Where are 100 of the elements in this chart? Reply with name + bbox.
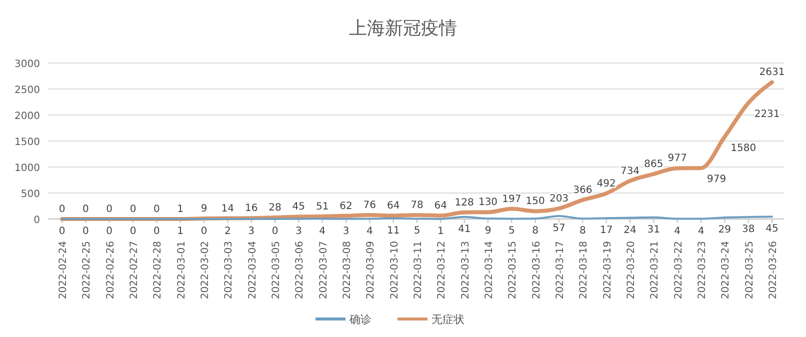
data-label: 130 <box>478 197 498 208</box>
x-tick-label: 2022-03-05 <box>271 241 282 300</box>
x-tick-label: 2022-02-26 <box>105 241 116 300</box>
data-label: 0 <box>58 226 66 237</box>
legend-label: 无症状 <box>432 313 464 326</box>
data-label: 3 <box>295 226 302 237</box>
data-label: 4 <box>674 226 681 237</box>
x-tick-label: 2022-02-25 <box>82 241 93 300</box>
data-label: 4 <box>319 226 326 237</box>
y-tick-label: 500 <box>20 189 40 200</box>
data-label: 0 <box>82 204 89 215</box>
x-tick-label: 2022-03-16 <box>531 241 542 300</box>
x-tick-label: 2022-02-28 <box>152 241 164 300</box>
x-tick-label: 2022-03-17 <box>555 241 566 300</box>
data-label: 2 <box>224 226 231 237</box>
data-label: 128 <box>454 197 474 208</box>
x-tick-label: 2022-03-18 <box>578 241 590 300</box>
data-label: 0 <box>106 226 113 237</box>
data-label: 8 <box>532 226 539 237</box>
data-label: 51 <box>316 201 329 212</box>
data-label: 3 <box>342 226 350 237</box>
x-tick-label: 2022-02-27 <box>129 241 140 300</box>
x-tick-label: 2022-03-26 <box>768 241 779 300</box>
x-tick-label: 2022-03-11 <box>413 241 424 300</box>
data-label: 203 <box>549 193 569 204</box>
x-tick-label: 2022-03-13 <box>460 241 472 300</box>
data-label: 24 <box>624 224 636 236</box>
x-tick-label: 2022-03-10 <box>389 241 400 300</box>
x-tick-label: 2022-03-22 <box>673 241 684 300</box>
data-label: 16 <box>244 203 258 214</box>
data-label: 979 <box>707 174 726 186</box>
data-label: 0 <box>82 226 89 237</box>
data-label: 0 <box>153 204 160 215</box>
data-label: 1 <box>177 204 184 215</box>
data-label: 38 <box>742 224 755 236</box>
data-label: 977 <box>668 153 687 164</box>
y-tick-label: 2500 <box>14 85 40 96</box>
data-label: 29 <box>718 224 732 236</box>
data-label: 78 <box>410 200 424 211</box>
x-tick-label: 2022-03-15 <box>508 241 519 300</box>
data-label: 734 <box>620 166 640 177</box>
x-tick-label: 2022-03-25 <box>744 241 756 300</box>
data-label: 45 <box>292 202 306 213</box>
data-label: 62 <box>340 200 352 212</box>
x-tick-label: 2022-03-07 <box>318 241 330 300</box>
data-label: 4 <box>366 226 373 237</box>
legend-label: 确诊 <box>348 313 372 326</box>
data-label: 45 <box>766 224 778 235</box>
x-tick-label: 2022-03-12 <box>436 241 448 300</box>
data-label: 0 <box>106 204 113 215</box>
data-label: 41 <box>458 224 471 235</box>
y-tick-label: 2000 <box>14 111 40 122</box>
data-label: 11 <box>386 225 400 236</box>
data-label: 366 <box>573 184 592 196</box>
data-label: 2631 <box>759 67 785 78</box>
data-label: 28 <box>268 202 282 214</box>
y-tick-label: 3000 <box>14 59 40 70</box>
data-label: 8 <box>579 226 586 237</box>
data-label: 64 <box>386 200 400 212</box>
y-tick-label: 1500 <box>14 137 40 148</box>
chart-title: 上海新冠疫情 <box>349 18 457 39</box>
data-label: 76 <box>363 200 376 212</box>
x-tick-label: 2022-03-21 <box>650 241 661 300</box>
data-label: 17 <box>600 225 613 236</box>
data-label: 865 <box>644 159 664 170</box>
x-tick-label: 2022-03-03 <box>224 241 235 300</box>
x-tick-label: 2022-03-04 <box>247 241 258 300</box>
data-label: 9 <box>200 204 208 215</box>
x-tick-label: 2022-03-06 <box>294 241 306 300</box>
y-tick-label: 0 <box>34 215 40 226</box>
data-label: 150 <box>526 196 545 208</box>
x-tick-label: 2022-03-23 <box>697 241 708 300</box>
data-label: 4 <box>698 226 704 237</box>
data-label: 197 <box>502 194 522 205</box>
data-label: 14 <box>221 203 234 214</box>
data-label: 1 <box>177 226 184 237</box>
data-label: 5 <box>508 226 515 237</box>
data-label: 64 <box>434 200 448 212</box>
data-label: 5 <box>414 226 420 237</box>
y-tick-label: 1000 <box>14 163 40 174</box>
data-label: 3 <box>248 226 255 237</box>
data-label: 0 <box>130 204 136 215</box>
data-label: 0 <box>272 226 278 237</box>
data-label: 0 <box>58 204 66 215</box>
data-label: 31 <box>647 224 660 236</box>
x-tick-label: 2022-03-19 <box>602 241 614 300</box>
data-label: 0 <box>200 226 208 237</box>
data-label: 1580 <box>730 142 756 154</box>
data-label: 2231 <box>754 108 780 120</box>
x-tick-label: 2022-03-24 <box>720 241 732 300</box>
data-label: 9 <box>484 226 492 237</box>
x-tick-label: 2022-03-08 <box>342 241 353 300</box>
x-tick-label: 2022-03-14 <box>484 241 495 300</box>
x-tick-label: 2022-03-02 <box>200 241 211 300</box>
data-label: 0 <box>130 226 136 237</box>
x-tick-label: 2022-03-01 <box>176 241 188 300</box>
data-label: 0 <box>153 226 160 237</box>
data-label: 492 <box>596 178 616 190</box>
data-label: 1 <box>437 226 444 237</box>
x-tick-label: 2022-03-09 <box>366 241 377 300</box>
